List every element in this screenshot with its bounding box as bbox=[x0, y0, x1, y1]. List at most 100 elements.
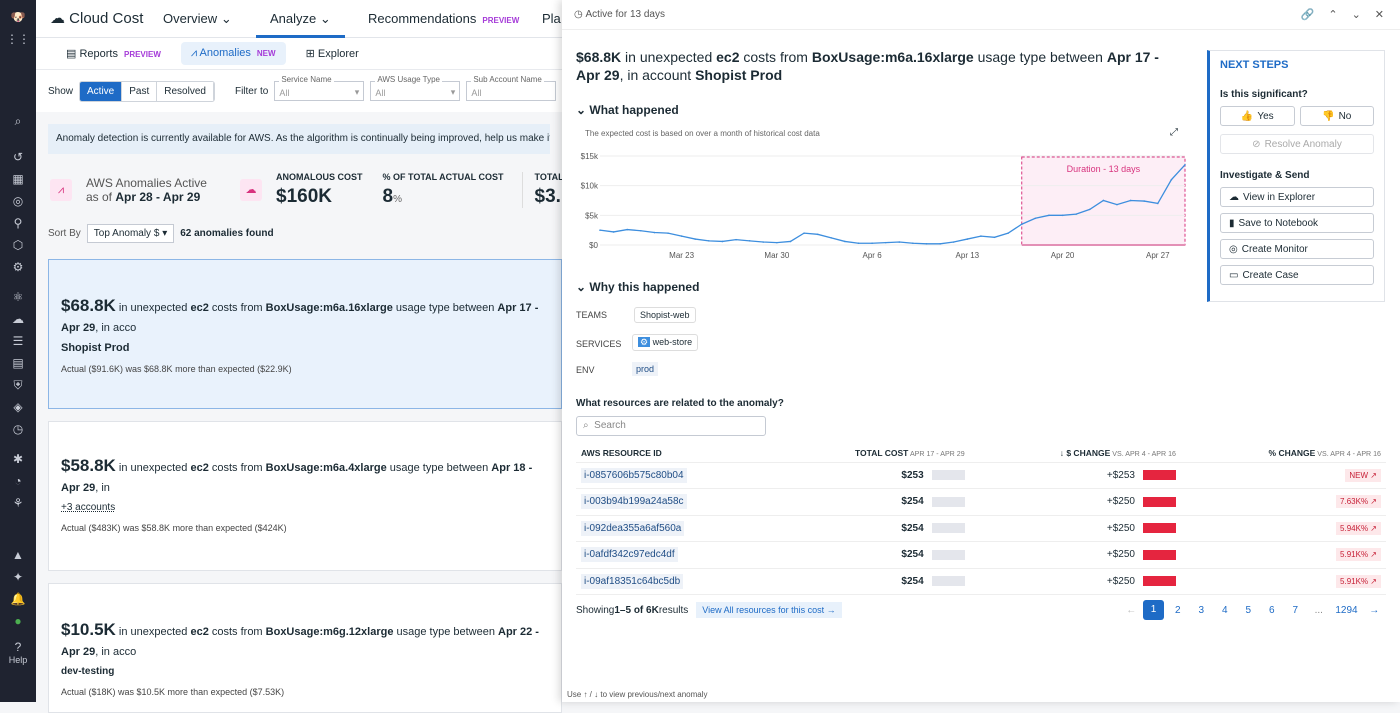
why-happened-toggle[interactable]: ⌄ Why this happened bbox=[576, 280, 700, 294]
resource-id-link[interactable]: i-092dea355a6af560a bbox=[581, 520, 685, 536]
logs-icon[interactable]: ☰ bbox=[12, 334, 24, 348]
usage-type-select[interactable]: AWS Usage Type All ▾ bbox=[370, 75, 461, 101]
total-cost: $254 bbox=[901, 549, 924, 561]
env-tag[interactable]: prod bbox=[632, 362, 659, 376]
gauge-icon[interactable]: ◔ bbox=[14, 474, 22, 488]
page-4[interactable]: 4 bbox=[1221, 604, 1228, 616]
help-icon[interactable]: ? bbox=[14, 640, 22, 654]
apps-grid-icon[interactable]: ⋮⋮ bbox=[6, 32, 30, 46]
security-icon[interactable]: ⛨ bbox=[13, 378, 23, 392]
col-percent-change[interactable]: % CHANGE VS. APR 4 - APR 16 bbox=[1180, 444, 1386, 463]
link-icon[interactable]: 🔗 bbox=[1300, 9, 1315, 21]
binoculars-icon[interactable]: ⚲ bbox=[13, 216, 23, 230]
resource-id-cell[interactable]: i-09af18351c64bc5db bbox=[576, 568, 770, 595]
table-row[interactable]: i-0857606b575c80b04 $253 +$253 NEW ↗ bbox=[576, 462, 1386, 489]
no-button[interactable]: 👎 No bbox=[1299, 106, 1374, 126]
service-tag[interactable]: ⚙ web-store bbox=[632, 334, 699, 351]
bug-icon[interactable]: ✱ bbox=[12, 452, 24, 466]
resource-id-link[interactable]: i-09af18351c64bc5db bbox=[581, 573, 684, 589]
rum-icon[interactable]: ◷ bbox=[12, 422, 24, 436]
integrations-icon[interactable]: ⬡ bbox=[12, 238, 24, 252]
percent-change-badge: 5.94K% ↗ bbox=[1336, 521, 1381, 535]
page-1[interactable]: 1 bbox=[1143, 600, 1164, 620]
anomaly-card[interactable]: $68.8K in unexpected ec2 costs from BoxU… bbox=[48, 259, 562, 409]
shield-icon[interactable]: ◈ bbox=[13, 400, 23, 414]
table-row[interactable]: i-092dea355a6af560a $254 +$250 5.94K% ↗ bbox=[576, 515, 1386, 542]
tab-anomalies[interactable]: ⩘ Anomalies NEW bbox=[180, 42, 286, 65]
history-icon[interactable]: ↺ bbox=[12, 150, 24, 164]
page-7[interactable]: 7 bbox=[1292, 604, 1299, 616]
synthetics-icon[interactable]: ▤ bbox=[12, 356, 24, 370]
col-resource-id[interactable]: AWS RESOURCE ID bbox=[576, 444, 770, 463]
resource-id-link[interactable]: i-0afdf342c97edc4df bbox=[581, 547, 678, 563]
resource-id-cell[interactable]: i-0afdf342c97edc4df bbox=[576, 541, 770, 569]
bell-icon[interactable]: 🔔 bbox=[10, 592, 26, 606]
yes-button[interactable]: 👍 Yes bbox=[1220, 106, 1295, 126]
close-icon[interactable]: ✕ bbox=[1374, 9, 1384, 21]
resource-search-input[interactable]: ⌕ Search bbox=[576, 416, 766, 436]
x-tick-label: Mar 23 bbox=[669, 251, 694, 260]
anomaly-card[interactable]: $58.8K in unexpected ec2 costs from BoxU… bbox=[48, 421, 562, 571]
dashboards-icon[interactable]: ▦ bbox=[12, 172, 24, 186]
next-page-icon[interactable]: → bbox=[1369, 604, 1380, 616]
sparkle-icon[interactable]: ✦ bbox=[12, 570, 24, 584]
service-name-select[interactable]: Service Name All ▾ bbox=[274, 75, 365, 101]
page-3[interactable]: 3 bbox=[1198, 604, 1205, 616]
resource-id-link[interactable]: i-003b94b199a24a58c bbox=[581, 494, 687, 510]
page-last[interactable]: 1294 bbox=[1335, 604, 1358, 616]
data-point bbox=[1129, 199, 1132, 202]
resource-id-cell[interactable]: i-003b94b199a24a58c bbox=[576, 488, 770, 516]
data-point bbox=[653, 231, 656, 234]
page-5[interactable]: 5 bbox=[1245, 604, 1252, 616]
chevron-up-icon[interactable]: ⌃ bbox=[1328, 9, 1338, 21]
accounts-link[interactable]: +3 accounts bbox=[61, 502, 116, 513]
chevron-down-icon[interactable]: ⌄ bbox=[1351, 9, 1361, 21]
what-happened-toggle[interactable]: ⌄ What happened bbox=[576, 103, 679, 117]
view-in-explorer-button[interactable]: ☁ View in Explorer bbox=[1220, 187, 1374, 207]
segment-resolved[interactable]: Resolved bbox=[157, 81, 214, 101]
resolve-anomaly-button[interactable]: ⊘ Resolve Anomaly bbox=[1220, 134, 1374, 154]
nav-plan[interactable]: Pla bbox=[542, 11, 561, 26]
col-dollar-change[interactable]: ↓ $ CHANGE VS. APR 4 - APR 16 bbox=[969, 444, 1181, 463]
table-row[interactable]: i-0afdf342c97edc4df $254 +$250 5.91K% ↗ bbox=[576, 541, 1386, 569]
table-row[interactable]: i-003b94b199a24a58c $254 +$250 7.63K% ↗ bbox=[576, 488, 1386, 516]
resource-id-link[interactable]: i-0857606b575c80b04 bbox=[581, 467, 687, 483]
tab-reports[interactable]: ▤ Reports PREVIEW bbox=[56, 42, 171, 65]
sort-select[interactable]: Top Anomaly $ ▾ bbox=[86, 224, 175, 243]
help-label[interactable]: Help bbox=[8, 655, 28, 665]
table-row[interactable]: i-09af18351c64bc5db $254 +$250 5.91K% ↗ bbox=[576, 568, 1386, 595]
prev-page-icon[interactable]: ← bbox=[1126, 604, 1137, 616]
workflow-icon[interactable]: ⚘ bbox=[12, 496, 24, 510]
tab-explorer[interactable]: ⊞ Explorer bbox=[296, 42, 369, 65]
expand-icon[interactable]: ⤢ bbox=[1170, 127, 1178, 138]
total-cost: $254 bbox=[901, 496, 924, 508]
integrations-puzzle-icon[interactable]: ▲ bbox=[12, 548, 24, 562]
app-title[interactable]: ☁ Cloud Cost bbox=[50, 0, 143, 38]
cloud-cost-icon[interactable]: ☁ bbox=[12, 312, 24, 326]
segment-past[interactable]: Past bbox=[122, 81, 158, 101]
resource-id-cell[interactable]: i-0857606b575c80b04 bbox=[576, 462, 770, 489]
search-icon[interactable]: ⌕ bbox=[14, 114, 22, 128]
segment-active[interactable]: Active bbox=[80, 81, 123, 101]
data-point bbox=[1061, 214, 1064, 217]
anomaly-card[interactable]: $10.5K in unexpected ec2 costs from BoxU… bbox=[48, 583, 562, 713]
create-monitor-button[interactable]: ◎ Create Monitor bbox=[1220, 239, 1374, 259]
infrastructure-icon[interactable]: ⚙ bbox=[12, 260, 24, 274]
page-6[interactable]: 6 bbox=[1268, 604, 1275, 616]
user-avatar[interactable]: ● bbox=[14, 614, 22, 628]
save-to-notebook-button[interactable]: ▮ Save to Notebook bbox=[1220, 213, 1374, 233]
page-2[interactable]: 2 bbox=[1174, 604, 1181, 616]
as-of-label: as of bbox=[86, 190, 116, 204]
nav-overview[interactable]: Overview ⌄ bbox=[163, 0, 232, 38]
nav-analyze[interactable]: Analyze ⌄ bbox=[256, 0, 345, 38]
view-all-resources-link[interactable]: View All resources for this cost → bbox=[696, 602, 842, 618]
col-total-cost[interactable]: TOTAL COST APR 17 - APR 29 bbox=[769, 444, 970, 463]
sub-account-select[interactable]: Sub Account Name All bbox=[466, 75, 557, 101]
datadog-logo-icon[interactable]: 🐶 bbox=[10, 10, 26, 24]
team-tag[interactable]: Shopist-web bbox=[634, 307, 696, 323]
resource-id-cell[interactable]: i-092dea355a6af560a bbox=[576, 515, 770, 542]
monitors-icon[interactable]: ◎ bbox=[12, 194, 24, 208]
create-case-button[interactable]: ▭ Create Case bbox=[1220, 265, 1374, 285]
apm-icon[interactable]: ⚛ bbox=[12, 290, 24, 304]
nav-recommendations[interactable]: Recommendations PREVIEW bbox=[368, 0, 519, 38]
